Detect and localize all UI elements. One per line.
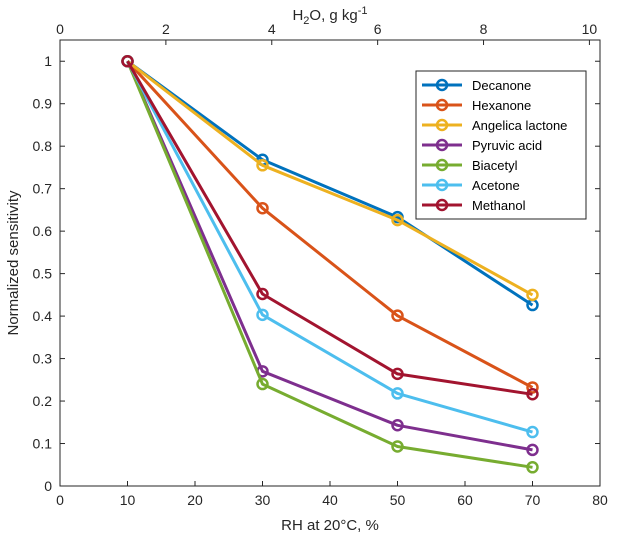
- y-tick-label: 0.1: [33, 436, 53, 452]
- x-tick-label: 50: [390, 492, 406, 508]
- data-point: [526, 443, 539, 457]
- y-tick-label: 0.3: [33, 351, 53, 367]
- top-axis-title: H2O, g kg-1: [292, 5, 367, 27]
- y-tick-label: 0.6: [33, 223, 53, 239]
- x-tick-label: 80: [592, 492, 608, 508]
- bottom-x-axis: 0 10 20 30 40 50 60 70 80: [56, 481, 608, 508]
- x-tick-label: 30: [255, 492, 271, 508]
- data-point: [391, 309, 404, 322]
- x-axis-title: RH at 20°C, %: [281, 517, 379, 534]
- data-point: [256, 377, 269, 391]
- data-point: [391, 367, 404, 381]
- data-point: [121, 54, 134, 68]
- y-tick-label: 0.7: [33, 181, 53, 197]
- series-line: [126, 60, 534, 297]
- top-x-tick-label: 8: [480, 21, 488, 37]
- y-tick-label: 0.5: [33, 266, 53, 282]
- top-x-tick-label: 6: [374, 21, 382, 37]
- legend-label: Biacetyl: [472, 158, 518, 173]
- legend-marker: [435, 178, 449, 192]
- legend-label: Acetone: [472, 178, 520, 193]
- y-tick-label: 0.4: [33, 308, 53, 324]
- data-point: [256, 308, 269, 322]
- legend-marker: [435, 98, 449, 112]
- data-point: [391, 213, 404, 227]
- legend-marker: [435, 138, 449, 152]
- legend-item: Methanol: [422, 198, 526, 213]
- legend-marker: [435, 198, 449, 212]
- legend-label: Pyruvic acid: [472, 138, 542, 153]
- x-tick-label: 20: [187, 492, 203, 508]
- x-tick-label: 10: [120, 492, 136, 508]
- y-tick-label: 0.9: [33, 96, 53, 112]
- data-point: [526, 288, 539, 302]
- y-tick-label: 0.2: [33, 393, 53, 409]
- data-point: [256, 287, 269, 301]
- legend-item: Angelica lactone: [422, 118, 567, 133]
- data-point: [391, 419, 404, 432]
- y-tick-label: 0: [44, 478, 52, 494]
- series-layer: [121, 54, 539, 474]
- legend-label: Angelica lactone: [472, 118, 567, 133]
- x-tick-label: 70: [525, 492, 541, 508]
- legend-marker: [435, 78, 449, 92]
- top-x-tick-label: 10: [582, 21, 598, 37]
- legend-marker: [435, 158, 449, 172]
- legend-label: Hexanone: [472, 98, 531, 113]
- data-point: [256, 201, 269, 215]
- y-tick-label: 1: [44, 53, 52, 69]
- series-line: [126, 60, 533, 434]
- top-x-axis: 0 2 4 6 8 10: [56, 21, 597, 45]
- series-acetone: [121, 54, 539, 439]
- y-axis: 0 0.1 0.2 0.3 0.4 0.5 0.6 0.7 0.8 0.9 1: [33, 53, 600, 494]
- series-line: [126, 60, 533, 452]
- legend-label: Decanone: [472, 78, 531, 93]
- legend-item: Acetone: [422, 178, 520, 193]
- legend-item: Biacetyl: [422, 158, 518, 173]
- legend-marker: [435, 118, 449, 132]
- data-point: [526, 388, 539, 401]
- data-point: [526, 381, 539, 394]
- series-line: [126, 60, 533, 396]
- series-line: [126, 60, 533, 469]
- data-point: [526, 425, 539, 439]
- top-x-tick-label: 2: [162, 21, 170, 37]
- x-tick-label: 40: [322, 492, 338, 508]
- series-line: [126, 59, 534, 307]
- x-tick-label: 60: [457, 492, 473, 508]
- data-point: [256, 159, 269, 172]
- y-axis-title: Normalized sensitivity: [5, 190, 22, 336]
- series-line: [126, 60, 534, 389]
- legend-label: Methanol: [472, 198, 526, 213]
- data-point: [391, 387, 404, 400]
- series-methanol: [121, 54, 539, 401]
- legend-item: Pyruvic acid: [422, 138, 542, 153]
- top-x-tick-label: 4: [268, 21, 276, 37]
- legend-item: Hexanone: [422, 98, 531, 113]
- top-x-tick-label: 0: [56, 21, 64, 37]
- data-point: [391, 440, 404, 453]
- y-tick-label: 0.8: [33, 138, 53, 154]
- x-tick-label: 0: [56, 492, 64, 508]
- legend: Decanone Hexanone Angelica lactone Pyruvic …: [415, 70, 587, 220]
- legend-item: Decanone: [422, 78, 531, 93]
- data-point: [526, 461, 539, 474]
